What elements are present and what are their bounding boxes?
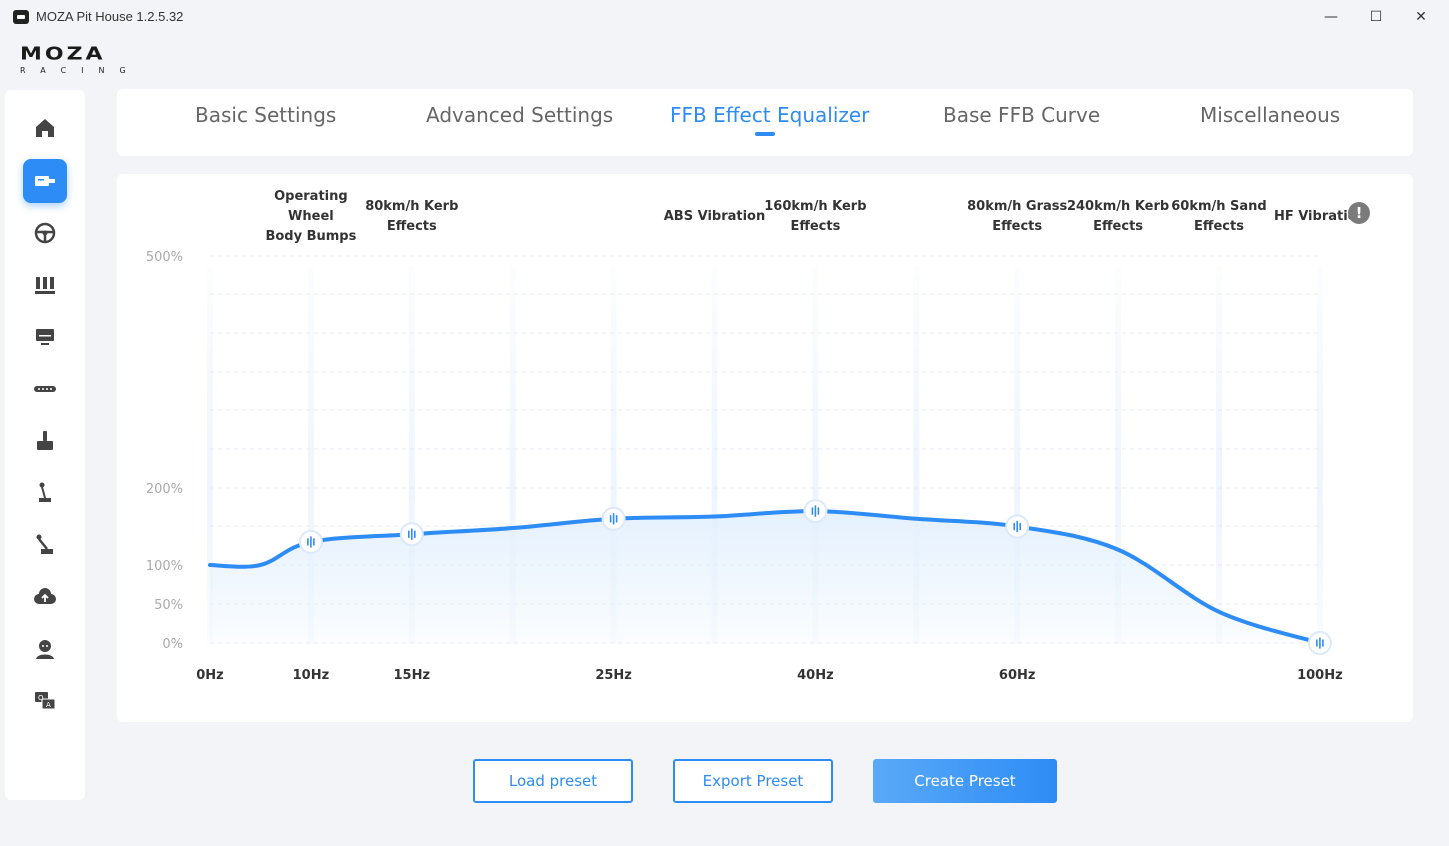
band-handle[interactable] — [298, 529, 323, 554]
x-tick-label: 0Hz — [196, 668, 224, 683]
band-column — [207, 266, 213, 643]
info-icon[interactable]: ! — [1348, 202, 1370, 224]
sidebar-item-steering-wheel[interactable] — [23, 211, 67, 255]
band-column — [509, 266, 516, 643]
tab-bar: Basic Settings Advanced Settings FFB Eff… — [117, 89, 1413, 156]
logo-subtitle: RACING — [20, 66, 141, 75]
logo-wordmark: MOZA — [20, 44, 106, 65]
maximize-button[interactable]: ☐ — [1369, 9, 1383, 25]
window-title: MOZA Pit House 1.2.5.32 — [36, 9, 184, 24]
x-tick-label: 15Hz — [394, 668, 431, 683]
band-label: 160km/h Kerb Effects — [764, 199, 866, 234]
band-column — [711, 266, 718, 643]
minimize-button[interactable]: — — [1324, 9, 1338, 25]
create-preset-button[interactable]: Create Preset — [873, 759, 1057, 803]
band-column — [1014, 266, 1021, 643]
tab-base-ffb-curve[interactable]: Base FFB Curve — [943, 103, 1101, 127]
x-tick-label: 25Hz — [595, 668, 632, 683]
steering-wheel-icon — [34, 222, 56, 244]
svg-text:Q: Q — [38, 694, 44, 702]
app-icon — [13, 10, 29, 24]
sidebar-item-shifter[interactable] — [23, 471, 67, 515]
x-tick-label: 10Hz — [293, 668, 330, 683]
svg-text:A: A — [46, 701, 51, 709]
active-tab-indicator — [755, 132, 775, 136]
band-column — [1216, 266, 1222, 643]
band-label: Operating Wheel Body Bumps — [265, 189, 356, 244]
sidebar-item-home[interactable] — [23, 106, 67, 150]
led-bar-icon — [34, 386, 56, 392]
shifter-icon — [39, 482, 51, 502]
sidebar-item-led-bar[interactable] — [23, 367, 67, 411]
tab-advanced-settings[interactable]: Advanced Settings — [426, 103, 614, 127]
band-handle[interactable] — [601, 506, 626, 531]
pedals-icon — [35, 277, 55, 294]
band-column — [913, 266, 920, 643]
equalizer-chart: 500% 200% 100% 50% 0% 0Hz 10Hz 15Hz 25Hz 40Hz 60Hz… — [146, 189, 1366, 683]
curve-fill — [210, 511, 1320, 643]
x-tick-label: 60Hz — [999, 668, 1036, 683]
band-label: HF Vibration — [1274, 209, 1366, 224]
handbrake-icon — [37, 431, 53, 450]
title-bar: MOZA Pit House 1.2.5.32 — ☐ ✕ — [0, 0, 1449, 34]
band-handle[interactable] — [399, 522, 424, 547]
band-label: 240km/h Kerb Effects — [1067, 199, 1169, 234]
equalizer-curve — [208, 509, 1322, 645]
home-icon — [36, 119, 54, 137]
band-column — [1115, 266, 1122, 643]
y-tick-label: 500% — [146, 250, 183, 265]
band-handle[interactable] — [1307, 631, 1332, 655]
band-column — [408, 266, 415, 643]
dashboard-display-icon — [36, 329, 54, 345]
tab-miscellaneous[interactable]: Miscellaneous — [1200, 103, 1341, 127]
wheelbase-icon — [35, 176, 55, 186]
y-tick-label: 50% — [154, 598, 183, 613]
y-tick-label: 100% — [146, 559, 183, 574]
band-column — [1316, 266, 1323, 643]
sidebar-item-pedals[interactable] — [23, 263, 67, 307]
sidebar-item-cloud[interactable] — [23, 575, 67, 619]
cloud-upload-icon — [34, 588, 56, 604]
export-preset-button[interactable]: Export Preset — [673, 759, 833, 803]
equalizer-chart-card: 500% 200% 100% 50% 0% 0Hz 10Hz 15Hz 25Hz 40Hz 60Hz… — [117, 174, 1413, 722]
sidebar-item-dashboard[interactable] — [23, 315, 67, 359]
x-tick-label: 100Hz — [1297, 668, 1343, 683]
x-tick-label: 40Hz — [797, 668, 834, 683]
close-button[interactable]: ✕ — [1415, 9, 1427, 25]
band-label: 80km/h Grass Effects — [967, 199, 1067, 234]
qa-help-icon: QA — [35, 692, 56, 710]
sidebar-item-wheelbase[interactable] — [23, 159, 67, 203]
band-column — [610, 266, 617, 643]
sequential-shifter-icon — [36, 534, 53, 554]
band-handle[interactable] — [803, 499, 828, 524]
sidebar-item-user[interactable] — [23, 627, 67, 671]
band-label: ABS Vibration — [664, 209, 766, 224]
y-tick-label: 0% — [162, 637, 183, 652]
sidebar-item-handbrake[interactable] — [23, 419, 67, 463]
band-column — [812, 266, 819, 643]
y-tick-label: 200% — [146, 482, 183, 497]
band-label: 60km/h Sand Effects — [1171, 199, 1267, 234]
band-handle[interactable] — [1005, 514, 1030, 539]
tab-basic-settings[interactable]: Basic Settings — [195, 103, 337, 127]
load-preset-button[interactable]: Load preset — [473, 759, 633, 803]
tab-ffb-effect-equalizer[interactable]: FFB Effect Equalizer — [670, 103, 870, 127]
moza-racing-logo: MOZA RACING — [20, 46, 140, 76]
band-column — [307, 266, 314, 643]
band-label: 80km/h Kerb Effects — [365, 199, 458, 234]
user-icon — [36, 640, 54, 659]
sidebar-item-sequential-shifter[interactable] — [23, 523, 67, 567]
